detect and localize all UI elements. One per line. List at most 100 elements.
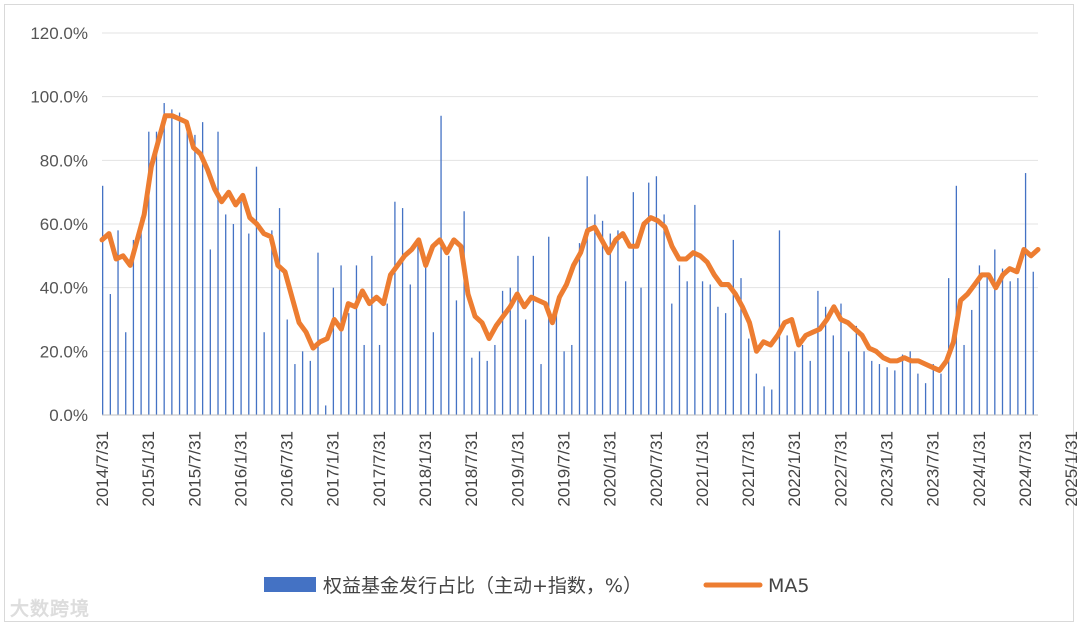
bar (255, 166, 258, 415)
bar (771, 389, 773, 415)
bar (386, 303, 388, 415)
bar (609, 233, 611, 415)
bar (486, 360, 488, 415)
bar (117, 230, 119, 415)
bar (917, 373, 919, 415)
x-tick-label: 2019/1/31 (508, 431, 527, 507)
x-tick-label: 2018/1/31 (416, 431, 435, 507)
bar (809, 360, 811, 415)
bar (240, 195, 242, 415)
watermark: 大数跨境 (10, 598, 91, 620)
bar (294, 364, 296, 415)
bar (855, 325, 858, 415)
bar (824, 306, 827, 415)
bar (325, 405, 327, 415)
bar (125, 332, 127, 415)
bar (671, 303, 673, 415)
bar (201, 122, 204, 415)
bar (848, 351, 850, 415)
x-tick-label: 2015/7/31 (185, 431, 204, 507)
bar (263, 332, 265, 415)
bar (525, 319, 527, 415)
bar (1032, 271, 1034, 415)
bar (940, 373, 942, 415)
legend-bar-swatch (264, 577, 316, 592)
bar (801, 344, 804, 415)
bar (401, 208, 404, 415)
bar-series (102, 103, 1034, 416)
bar (286, 319, 288, 415)
bar (186, 128, 188, 415)
x-tick-label: 2020/7/31 (647, 431, 666, 507)
bar (340, 265, 342, 415)
bar (209, 249, 211, 415)
bar (532, 255, 534, 415)
bar (171, 109, 173, 416)
bar (301, 351, 304, 415)
bar (501, 290, 504, 415)
x-tick-label: 2024/1/31 (970, 431, 989, 507)
x-tick-label: 2017/1/31 (324, 431, 343, 507)
bar (755, 373, 758, 415)
bar (109, 294, 111, 415)
bar (955, 185, 958, 415)
bar (963, 344, 965, 415)
bar (409, 284, 411, 415)
bar (863, 351, 865, 415)
legend-line-label: MA5 (768, 575, 809, 597)
bar (432, 332, 435, 415)
bar (1001, 268, 1004, 415)
x-tick-label: 2015/1/31 (139, 431, 158, 507)
x-tick-label: 2018/7/31 (462, 431, 481, 507)
bar (363, 344, 365, 415)
bar (555, 306, 558, 415)
bar (540, 364, 542, 415)
bar (594, 214, 596, 415)
bar (648, 182, 650, 415)
bar (924, 383, 927, 415)
bar (425, 265, 427, 415)
legend: 权益基金发行占比（主动+指数，%） MA5 (264, 575, 809, 597)
bar (355, 265, 358, 415)
x-axis-tick-labels: 2014/7/31 2015/1/31 2015/7/31 2016/1/31 2016… (93, 431, 1080, 507)
bar (678, 265, 681, 415)
bar (194, 134, 196, 415)
bar (1024, 173, 1027, 415)
bar (332, 287, 335, 415)
bar (601, 220, 604, 415)
x-tick-label: 2023/7/31 (924, 431, 943, 507)
bar (548, 236, 550, 415)
bar (640, 287, 642, 415)
bar (655, 176, 658, 415)
bar (148, 131, 150, 415)
x-tick-label: 2022/7/31 (831, 431, 850, 507)
bar (948, 278, 950, 415)
bar (348, 313, 350, 415)
bar (740, 278, 742, 415)
x-tick-label: 2017/7/31 (370, 431, 389, 507)
bar (748, 338, 750, 415)
y-tick-label: 100.0% (30, 88, 88, 107)
bar (317, 252, 319, 415)
bar (578, 243, 581, 415)
bar (1009, 281, 1011, 415)
bar (694, 204, 696, 415)
bar (140, 217, 142, 415)
bar (794, 351, 796, 415)
y-tick-label: 20.0% (40, 342, 88, 361)
x-tick-label: 2016/1/31 (231, 431, 250, 507)
legend-bar-label: 权益基金发行占比（主动+指数，%） (323, 575, 642, 597)
bar (155, 131, 158, 415)
bar (971, 309, 973, 415)
bar (278, 208, 281, 415)
bar (909, 351, 911, 415)
bar (878, 364, 881, 415)
bar (509, 287, 511, 415)
bar (417, 239, 419, 415)
bar (901, 354, 904, 415)
bar (632, 192, 634, 415)
bar (163, 103, 165, 416)
bar (871, 360, 873, 415)
chart-frame (4, 4, 1074, 622)
